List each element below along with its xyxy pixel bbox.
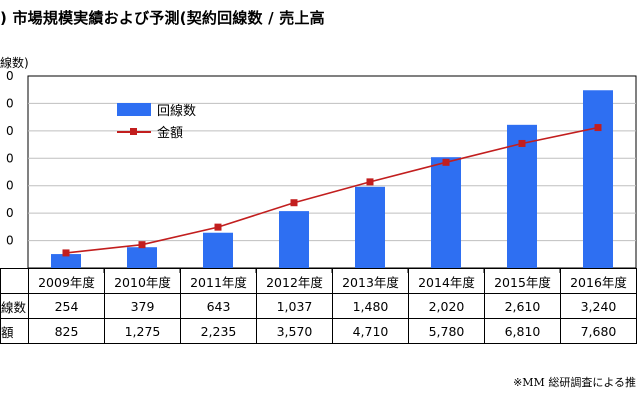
line-point <box>290 199 298 207</box>
line-point <box>442 158 450 166</box>
y-tick-label: 0 <box>6 234 14 248</box>
table-cell: 3,240 <box>560 293 637 319</box>
table-row: 額 825 1,275 2,235 3,570 4,710 5,780 6,81… <box>0 318 637 344</box>
y-tick-label: 0 <box>6 96 14 110</box>
bar <box>507 124 537 268</box>
table-row-header: 線数 <box>0 293 29 319</box>
legend-swatch-line <box>117 125 151 138</box>
legend-label-line: 金額 <box>157 125 184 141</box>
table-cell: 254 <box>28 293 105 319</box>
category-label: 2011年度 <box>180 268 257 294</box>
table-cell: 379 <box>104 293 181 319</box>
table-cell: 4,710 <box>332 318 409 344</box>
bar <box>583 90 613 269</box>
table-cell: 3,570 <box>256 318 333 344</box>
y-tick-label: 0 <box>6 69 14 83</box>
series-line <box>65 126 599 254</box>
bar <box>51 254 81 268</box>
line-point <box>62 249 70 257</box>
table-cell: 643 <box>180 293 257 319</box>
table-cell: 2,020 <box>408 293 485 319</box>
bar <box>279 211 309 268</box>
y-axis-unit-label: 線数) <box>0 56 29 70</box>
data-table: 2009年度 2010年度 2011年度 2012年度 2013年度 2014年… <box>0 268 637 344</box>
category-label: 2012年度 <box>256 268 333 294</box>
table-cell: 1,037 <box>256 293 333 319</box>
table-cell: 6,810 <box>484 318 561 344</box>
y-tick-label: 0 <box>6 124 14 138</box>
category-label: 2014年度 <box>408 268 485 294</box>
chart-title: ) 市場規模実績および予測(契約回線数 / 売上高 <box>0 9 325 27</box>
legend-entry-bar: 回線数 <box>117 98 196 120</box>
table-cell: 1,480 <box>332 293 409 319</box>
table-cell: 2,235 <box>180 318 257 344</box>
chart-legend: 回線数 金額 <box>117 98 196 142</box>
legend-swatch-bar <box>117 102 151 116</box>
line-point <box>138 241 146 249</box>
source-note: ※MM 総研調査による推 <box>513 376 636 389</box>
table-corner-cell <box>0 268 29 294</box>
y-tick-label: 0 <box>6 206 14 220</box>
table-cell: 7,680 <box>560 318 637 344</box>
line-point <box>594 124 602 132</box>
table-row: 線数 254 379 643 1,037 1,480 2,020 2,610 3… <box>0 293 637 319</box>
y-tick-label: 0 <box>6 151 14 165</box>
bar <box>355 186 385 268</box>
category-label: 2015年度 <box>484 268 561 294</box>
category-label: 2010年度 <box>104 268 181 294</box>
table-row-header: 額 <box>0 318 29 344</box>
category-label: 2016年度 <box>560 268 637 294</box>
table-cell: 5,780 <box>408 318 485 344</box>
y-tick-label: 0 <box>6 179 14 193</box>
line-point <box>366 178 374 186</box>
table-cell: 825 <box>28 318 105 344</box>
table-header-row: 2009年度 2010年度 2011年度 2012年度 2013年度 2014年… <box>0 268 637 294</box>
legend-entry-line: 金額 <box>117 120 196 142</box>
category-label: 2013年度 <box>332 268 409 294</box>
category-label: 2009年度 <box>28 268 105 294</box>
line-point <box>518 139 526 147</box>
table-cell: 1,275 <box>104 318 181 344</box>
bar <box>431 157 461 268</box>
legend-label-bar: 回線数 <box>157 103 197 119</box>
bar <box>127 247 157 268</box>
bar <box>203 232 233 268</box>
line-point <box>214 223 222 231</box>
table-cell: 2,610 <box>484 293 561 319</box>
